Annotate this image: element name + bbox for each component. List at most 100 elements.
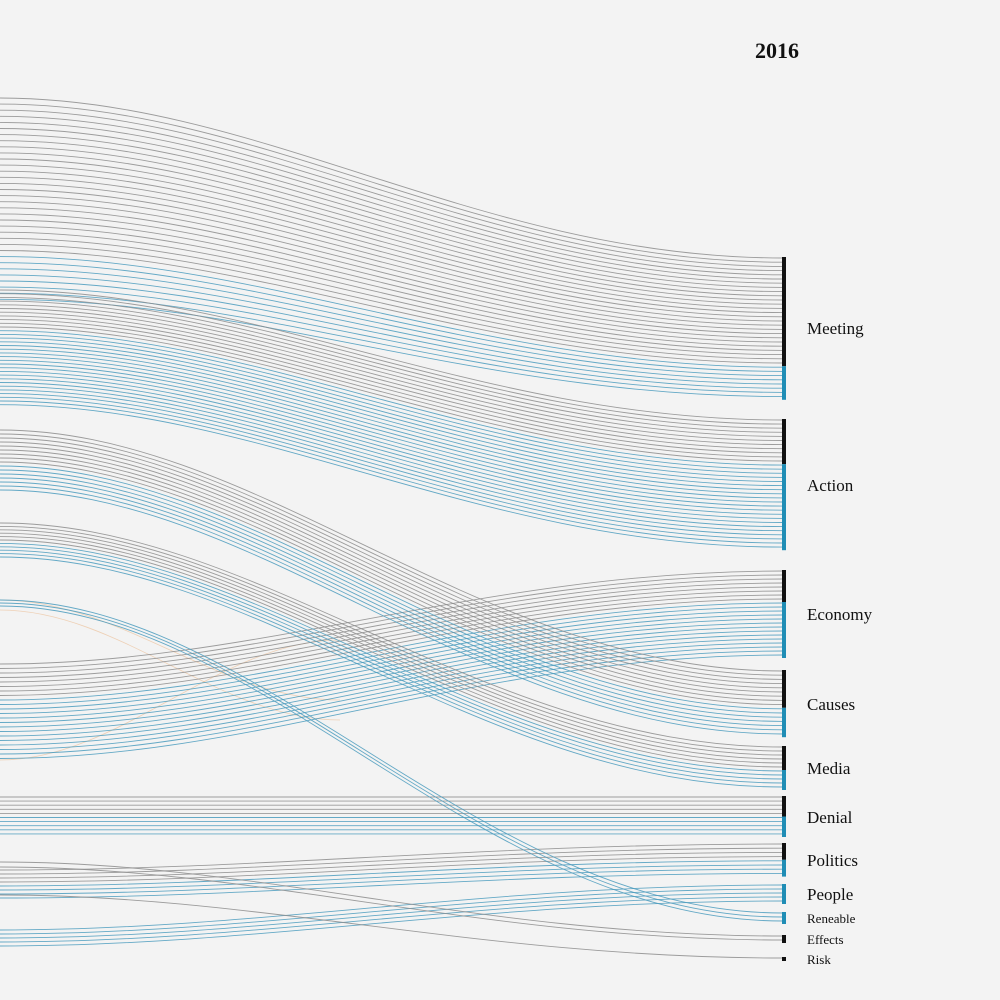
gray-flow-line [0,134,784,284]
blue-flow-line [0,634,784,737]
blue-flow-line [0,352,784,491]
gray-flow-line [0,140,784,288]
category-bar-black [782,843,786,860]
blue-flow-line [0,286,784,389]
gray-flow-line [0,115,784,272]
blue-flow-line [0,363,784,503]
category-bar-blue [782,884,786,904]
blue-flow-line [0,549,784,780]
blue-flow-line [0,638,784,741]
blue-flow-line [0,605,784,922]
gray-flow-line [0,326,784,462]
blue-flow-line [0,650,784,755]
category-label-reneable: Reneable [807,911,856,926]
blue-flow-line [0,477,784,722]
blue-flow-line [0,367,784,507]
gray-flow-line [0,525,784,752]
gray-flow-line [0,300,784,433]
gray-flow-line [0,152,784,297]
blue-flow-line [0,646,784,750]
blue-flow-line [0,599,784,914]
gray-flow-line [0,308,784,441]
gray-flow-line [0,158,784,301]
blue-flow-line [0,465,784,710]
year-title: 2016 [755,38,799,63]
gray-flow-line [0,128,784,280]
gray-flow-line [0,97,784,259]
category-bar-blue [782,366,786,400]
category-bar-blue [782,602,786,658]
gray-flow-line [0,250,784,364]
blue-flow-line [0,860,784,887]
gray-flow-line [0,213,784,339]
gray-flow-line [0,843,784,871]
gray-flow-line [0,219,784,343]
category-bar-black [782,746,786,770]
gray-flow-line [0,293,784,425]
gray-flow-line [0,121,784,276]
blue-flow-line [0,348,784,487]
gray-flow-line [0,311,784,446]
blue-flow-line [0,274,784,381]
blue-flow-line [0,485,784,731]
blue-flow-line [0,404,784,548]
category-bars [782,257,786,961]
blue-flow-line [0,256,784,368]
gray-flow-line [0,449,784,693]
gray-flow-line [0,522,784,748]
category-bar-black [782,670,786,708]
blue-flow-line [0,382,784,523]
gray-flow-line [0,231,784,351]
category-bar-black [782,257,786,367]
gray-flow-line [0,304,784,437]
gray-flow-line [0,109,784,267]
gray-flow-line [0,861,784,937]
gray-flow-line [0,315,784,450]
flow-lines [0,97,784,959]
category-bar-black [782,796,786,817]
gray-flow-line [0,457,784,701]
category-bar-blue [782,464,786,551]
gray-flow-line [0,207,784,335]
gray-flow-line [0,532,784,760]
category-label-denial: Denial [807,807,853,827]
gray-flow-line [0,453,784,697]
gray-flow-line [0,586,784,683]
gray-flow-line [0,237,784,356]
category-bar-black [782,570,786,602]
blue-flow-line [0,356,784,495]
blue-flow-line [0,280,784,385]
blue-flow-line [0,268,784,377]
gray-flow-line [0,445,784,689]
gray-flow-line [0,176,784,314]
category-bar-blue [782,707,786,738]
gray-flow-line [0,536,784,764]
blue-flow-line [0,341,784,478]
gray-flow-line [0,461,784,706]
blue-flow-line [0,389,784,532]
blue-flow-line [0,602,784,918]
gray-flow-line [0,164,784,305]
gray-flow-line [0,574,784,669]
category-bar-black [782,935,786,943]
blue-flow-line [0,489,784,735]
blue-flow-line [0,359,784,499]
blue-flow-line [0,630,784,732]
gray-flow-line [0,894,784,959]
category-bar-blue [782,859,786,877]
blue-flow-line [0,345,784,482]
blue-flow-line [0,370,784,511]
blue-flow-line [0,473,784,718]
blue-flow-line [0,393,784,536]
gray-flow-line [0,594,784,692]
blue-flow-line [0,884,784,931]
gray-flow-line [0,195,784,326]
category-label-effects: Effects [807,932,844,947]
gray-flow-line [0,598,784,696]
orange-flow-line [0,599,341,701]
category-label-meeting: Meeting [807,319,864,339]
blue-flow-line [0,333,784,470]
blue-flow-line [0,626,784,728]
blue-flow-line [0,642,784,746]
